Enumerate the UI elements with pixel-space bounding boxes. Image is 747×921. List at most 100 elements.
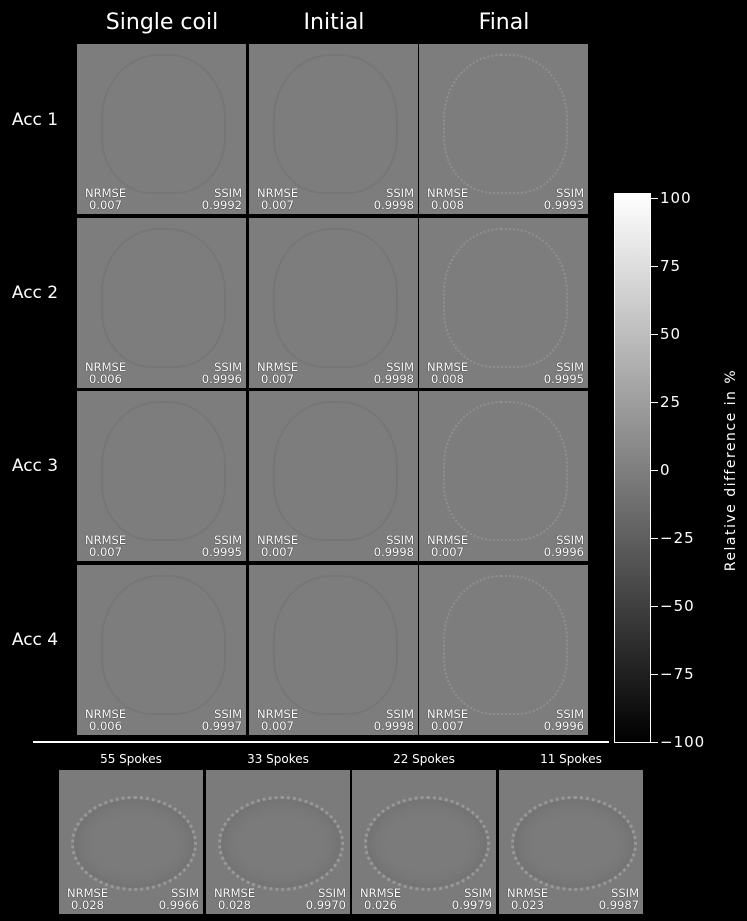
anatomy-outline (442, 401, 569, 542)
nrmse-metric: NRMSE 0.007 (257, 708, 298, 732)
anatomy-outline (272, 228, 399, 369)
difference-map-panel: NRMSE 0.007 SSIM 0.9996 (419, 391, 588, 561)
nrmse-label: NRMSE (427, 707, 469, 721)
ssim-value: 0.9970 (305, 898, 346, 912)
row-label-acc-3: Acc 3 (11, 456, 59, 476)
ssim-metric: SSIM 0.9996 (544, 534, 584, 558)
colorbar-tick-label: −75 (660, 665, 695, 683)
nrmse-value: 0.006 (89, 372, 122, 386)
nrmse-value: 0.006 (89, 719, 122, 733)
ssim-metric: SSIM 0.9966 (159, 887, 199, 911)
nrmse-metric: NRMSE 0.008 (427, 361, 468, 385)
nrmse-label: NRMSE (85, 707, 127, 721)
ssim-value: 0.9997 (201, 719, 242, 733)
difference-map-panel: NRMSE 0.007 SSIM 0.9996 (419, 565, 588, 735)
nrmse-metric: NRMSE 0.028 (67, 887, 108, 911)
spokes-title: 22 Spokes (393, 752, 455, 766)
ssim-label: SSIM (171, 886, 199, 900)
nrmse-label: NRMSE (360, 886, 402, 900)
spokes-difference-map: NRMSE 0.028 SSIM 0.9970 (206, 770, 350, 914)
colorbar-tick-mark (651, 198, 658, 199)
ssim-value: 0.9966 (158, 898, 199, 912)
ssim-label: SSIM (386, 186, 414, 200)
nrmse-metric: NRMSE 0.007 (85, 187, 126, 211)
ssim-value: 0.9998 (373, 198, 414, 212)
colorbar-tick-label: −25 (660, 529, 695, 547)
ssim-metric: SSIM 0.9998 (374, 361, 414, 385)
ssim-value: 0.9996 (543, 545, 584, 559)
nrmse-value: 0.007 (261, 545, 294, 559)
ssim-metric: SSIM 0.9998 (374, 708, 414, 732)
ssim-label: SSIM (611, 886, 639, 900)
nrmse-value: 0.007 (431, 545, 464, 559)
nrmse-metric: NRMSE 0.007 (85, 534, 126, 558)
colorbar-tick-label: 75 (660, 257, 682, 275)
anatomy-outline (442, 54, 569, 195)
difference-map-panel: NRMSE 0.007 SSIM 0.9992 (77, 44, 246, 214)
column-title-single-coil: Single coil (105, 10, 219, 35)
ssim-label: SSIM (464, 886, 492, 900)
nrmse-metric: NRMSE 0.007 (257, 361, 298, 385)
nrmse-value: 0.007 (261, 198, 294, 212)
anatomy-outline (272, 401, 399, 542)
nrmse-value: 0.007 (89, 198, 122, 212)
nrmse-label: NRMSE (257, 186, 299, 200)
nrmse-label: NRMSE (85, 186, 127, 200)
nrmse-label: NRMSE (427, 360, 469, 374)
ssim-label: SSIM (386, 707, 414, 721)
ssim-value: 0.9993 (543, 198, 584, 212)
colorbar-tick-label: −50 (660, 597, 695, 615)
ssim-label: SSIM (318, 886, 346, 900)
spokes-title: 11 Spokes (540, 752, 602, 766)
row-label-acc-2: Acc 2 (11, 283, 59, 303)
nrmse-value: 0.008 (431, 372, 464, 386)
colorbar-tick-mark (651, 402, 658, 403)
difference-map-panel: NRMSE 0.007 SSIM 0.9998 (249, 218, 418, 388)
difference-map-panel: NRMSE 0.007 SSIM 0.9998 (249, 391, 418, 561)
ssim-metric: SSIM 0.9995 (202, 534, 242, 558)
row-label-acc-1: Acc 1 (11, 110, 59, 130)
difference-map-panel: NRMSE 0.008 SSIM 0.9995 (419, 218, 588, 388)
spokes-difference-map: NRMSE 0.028 SSIM 0.9966 (59, 770, 203, 914)
nrmse-label: NRMSE (257, 533, 299, 547)
ssim-value: 0.9995 (543, 372, 584, 386)
anatomy-outline (100, 54, 227, 195)
difference-map-panel: NRMSE 0.007 SSIM 0.9995 (77, 391, 246, 561)
spokes-title: 33 Spokes (247, 752, 309, 766)
difference-map-panel: NRMSE 0.006 SSIM 0.9996 (77, 218, 246, 388)
colorbar-tick-label: 50 (660, 325, 682, 343)
nrmse-value: 0.028 (218, 898, 251, 912)
ssim-value: 0.9995 (201, 545, 242, 559)
anatomy-outline (442, 228, 569, 369)
spokes-title: 55 Spokes (100, 752, 162, 766)
colorbar-label: Relative difference in % (723, 368, 739, 572)
ssim-metric: SSIM 0.9996 (544, 708, 584, 732)
nrmse-label: NRMSE (257, 707, 299, 721)
colorbar-tick-label: −100 (660, 733, 706, 751)
column-title-final: Final (478, 10, 530, 35)
nrmse-label: NRMSE (427, 186, 469, 200)
nrmse-value: 0.028 (71, 898, 104, 912)
colorbar-tick-mark (651, 674, 658, 675)
ssim-metric: SSIM 0.9998 (374, 187, 414, 211)
ssim-label: SSIM (556, 360, 584, 374)
anatomy-outline (272, 575, 399, 716)
ssim-label: SSIM (556, 186, 584, 200)
nrmse-metric: NRMSE 0.007 (427, 534, 468, 558)
section-divider (33, 741, 609, 743)
nrmse-label: NRMSE (507, 886, 549, 900)
nrmse-metric: NRMSE 0.028 (214, 887, 255, 911)
nrmse-value: 0.007 (261, 372, 294, 386)
ssim-metric: SSIM 0.9997 (202, 708, 242, 732)
nrmse-metric: NRMSE 0.007 (257, 187, 298, 211)
ssim-metric: SSIM 0.9987 (599, 887, 639, 911)
colorbar-tick-mark (651, 266, 658, 267)
nrmse-value: 0.007 (89, 545, 122, 559)
ssim-label: SSIM (214, 360, 242, 374)
spokes-difference-map: NRMSE 0.026 SSIM 0.9979 (352, 770, 496, 914)
noise-pattern (363, 795, 491, 892)
nrmse-metric: NRMSE 0.006 (85, 361, 126, 385)
nrmse-label: NRMSE (214, 886, 256, 900)
nrmse-value: 0.023 (511, 898, 544, 912)
colorbar-tick-label: 100 (660, 189, 692, 207)
